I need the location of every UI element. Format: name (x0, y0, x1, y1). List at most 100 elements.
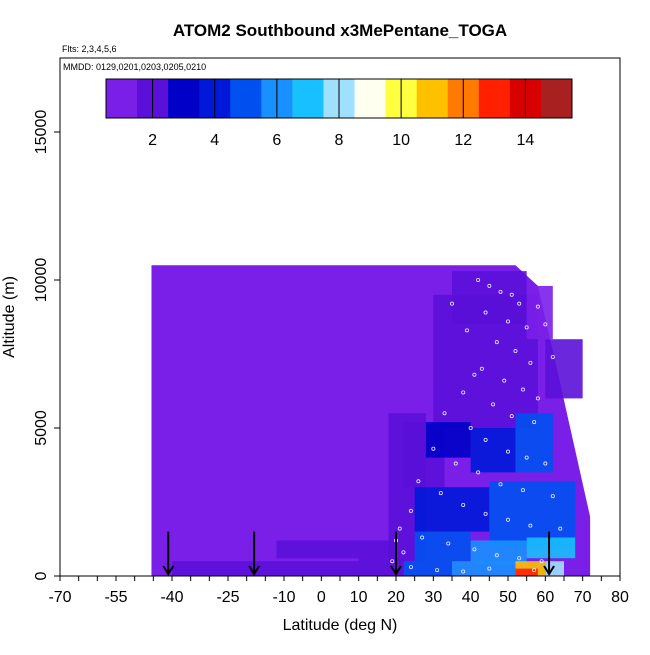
colorbar-segment (292, 79, 324, 118)
sample-point (513, 349, 518, 354)
y-tick-label: 0 (33, 571, 50, 580)
sample-point (524, 325, 529, 330)
x-tick-label: 60 (536, 589, 554, 606)
sample-point (550, 494, 555, 499)
sample-point (494, 340, 499, 345)
down-arrow-icon (162, 531, 175, 576)
sample-point (476, 470, 481, 475)
sample-point (505, 319, 510, 324)
arrow-markers (162, 531, 555, 576)
heatmap-cell (489, 481, 576, 547)
sample-point (539, 559, 544, 564)
heatmap-cell (452, 271, 527, 325)
heatmap-cell (414, 531, 471, 562)
sample-point (420, 535, 425, 540)
x-tick-label: -25 (216, 589, 239, 606)
heatmap-cell (403, 561, 452, 576)
y-axis: 0 5000 10000 15000 (33, 110, 60, 580)
sample-point (558, 526, 563, 531)
sample-point (401, 550, 406, 555)
heatmap-cell (414, 487, 490, 532)
heatmap-cell (545, 339, 583, 399)
down-arrow-icon (390, 531, 402, 576)
dates-label: MMDD: 0129,0201,0203,0205,0210 (63, 62, 206, 72)
sample-point (476, 277, 481, 282)
colorbar-tick-label: 2 (148, 132, 157, 149)
x-tick-label: -70 (48, 589, 71, 606)
sample-point (438, 491, 443, 496)
sample-point (479, 366, 484, 371)
x-tick-label: 50 (499, 589, 517, 606)
sample-point (509, 414, 514, 419)
sample-point (453, 461, 458, 466)
flights-label: Flts: 2,3,4,5,6 (62, 44, 117, 54)
sample-point (487, 566, 492, 571)
sample-point (487, 283, 492, 288)
down-arrow-icon (543, 531, 555, 576)
x-tick-label: 20 (387, 589, 405, 606)
heatmap-cell (526, 537, 576, 559)
heatmap-cell (425, 422, 471, 458)
sample-point (483, 310, 488, 315)
sample-point (532, 568, 537, 573)
heatmap-layer (151, 265, 591, 576)
x-tick-label: 70 (574, 589, 592, 606)
sample-point (505, 517, 510, 522)
sample-point (442, 411, 447, 416)
sample-point (524, 455, 529, 460)
sample-point (494, 553, 499, 558)
colorbar-segment (478, 79, 511, 118)
sample-point (498, 289, 503, 294)
colorbar-segment (540, 79, 573, 118)
colorbar-tick-label: 4 (210, 132, 219, 149)
sample-point (483, 511, 488, 516)
chart-title: ATOM2 Southbound x3MePentane_TOGA (173, 21, 507, 40)
x-tick-label: 0 (317, 589, 326, 606)
sample-point (491, 402, 496, 407)
heatmap-cell (526, 285, 553, 340)
sample-point (517, 301, 522, 306)
sample-point (520, 387, 525, 392)
heatmap-cell (515, 568, 538, 576)
heatmap-cell (452, 561, 516, 576)
sample-point (532, 420, 537, 425)
sample-point (535, 304, 540, 309)
sample-point (472, 547, 477, 552)
sample-point (449, 301, 454, 306)
colorbar-tick-label: 8 (335, 132, 344, 149)
sample-point (390, 559, 395, 564)
heatmap-cell (172, 561, 359, 576)
sample-point (397, 526, 402, 531)
sample-point (528, 523, 533, 528)
colorbar-tick-label: 12 (454, 132, 472, 149)
sample-point (535, 396, 540, 401)
sample-point (472, 372, 477, 377)
colorbar: 2 4 6 8 10 12 14 (105, 78, 573, 149)
sample-point (509, 292, 514, 297)
x-tick-label: 10 (350, 589, 368, 606)
sample-point (505, 449, 510, 454)
y-tick-label: 10000 (33, 258, 50, 303)
x-axis: -70 -55 -40 -25 -10 0 10 20 30 40 50 60 70 80 (48, 576, 629, 606)
x-tick-label: 30 (424, 589, 442, 606)
x-tick-label: -10 (272, 589, 295, 606)
sample-point (408, 508, 413, 513)
sample-point (517, 556, 522, 561)
sample-point (483, 437, 488, 442)
x-tick-label: -55 (104, 589, 127, 606)
sample-point (550, 354, 555, 359)
x-axis-label: Latitude (deg N) (283, 617, 398, 634)
heatmap-cell (470, 540, 527, 565)
colorbar-segment (354, 79, 387, 118)
sample-point (461, 390, 466, 395)
sample-point (543, 461, 548, 466)
sample-point (468, 425, 473, 430)
down-arrow-icon (248, 531, 260, 576)
x-tick-label: 80 (611, 589, 629, 606)
sample-point (461, 569, 466, 574)
sample-point (408, 565, 413, 570)
sample-point (502, 378, 507, 383)
heatmap-cell (276, 540, 396, 559)
